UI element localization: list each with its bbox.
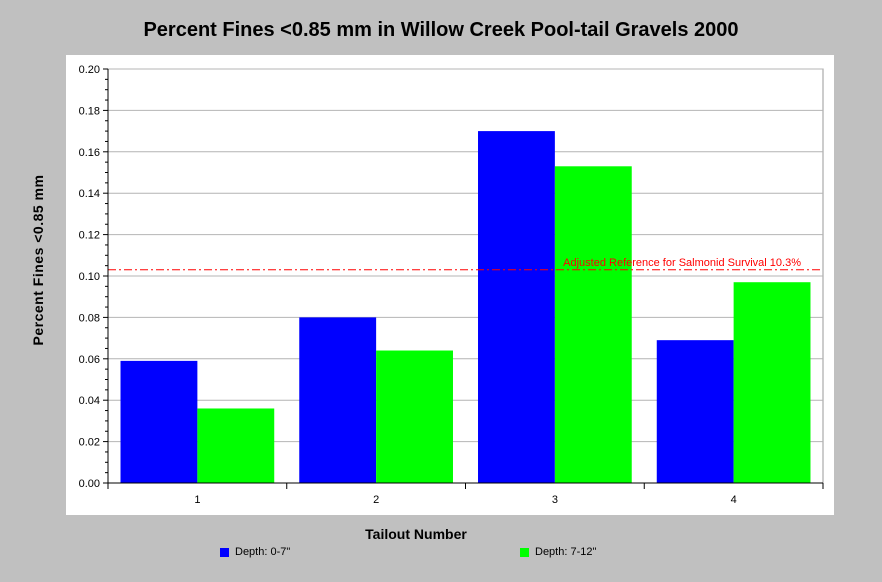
bar <box>554 166 632 484</box>
bar <box>299 317 377 483</box>
reference-line-label: Adjusted Reference for Salmonid Survival… <box>563 257 801 269</box>
y-axis-label: Percent Fines <0.85 mm <box>30 174 46 346</box>
y-tick-label: 0.16 <box>79 147 100 159</box>
reference-line-group: Adjusted Reference for Salmonid Survival… <box>108 257 823 271</box>
bar <box>478 131 555 483</box>
legend-item-series-2: Depth: 7-12" <box>520 546 596 558</box>
bar <box>376 350 453 483</box>
y-tick-label: 0.14 <box>79 188 100 200</box>
y-tick-label: 0.00 <box>79 478 100 490</box>
legend-swatch-series-1 <box>220 547 229 557</box>
grid-lines <box>107 68 824 484</box>
bar <box>120 360 198 483</box>
y-tick-label: 0.20 <box>79 64 100 76</box>
y-tick-label: 0.04 <box>79 395 100 407</box>
x-tick-label: 4 <box>731 494 737 506</box>
y-tick-label: 0.10 <box>79 271 100 283</box>
y-tick-label: 0.08 <box>79 312 100 324</box>
x-tick-label: 3 <box>552 494 558 506</box>
bar <box>656 340 734 483</box>
legend-label-series-2: Depth: 7-12" <box>535 546 597 558</box>
bar <box>733 282 811 483</box>
legend-item-series-1: Depth: 0-7" <box>220 546 290 558</box>
y-tick-label: 0.06 <box>79 354 100 366</box>
legend-label-series-1: Depth: 0-7" <box>235 546 291 558</box>
axes: 0.00 0.02 0.04 0.06 0.08 0.10 0.12 0.14 0.16 0.18… <box>79 64 824 506</box>
x-axis-label: Tailout Number <box>365 526 467 542</box>
chart-title: Percent Fines <0.85 mm in Willow Creek P… <box>143 19 739 41</box>
bars <box>120 131 811 484</box>
legend-swatch-series-2 <box>520 547 529 557</box>
y-tick-label: 0.18 <box>79 105 100 117</box>
x-tick-label: 1 <box>194 494 200 506</box>
bar <box>197 408 275 483</box>
x-tick-label: 2 <box>373 494 379 506</box>
y-tick-label: 0.12 <box>79 230 100 242</box>
y-tick-label: 0.02 <box>79 437 100 449</box>
